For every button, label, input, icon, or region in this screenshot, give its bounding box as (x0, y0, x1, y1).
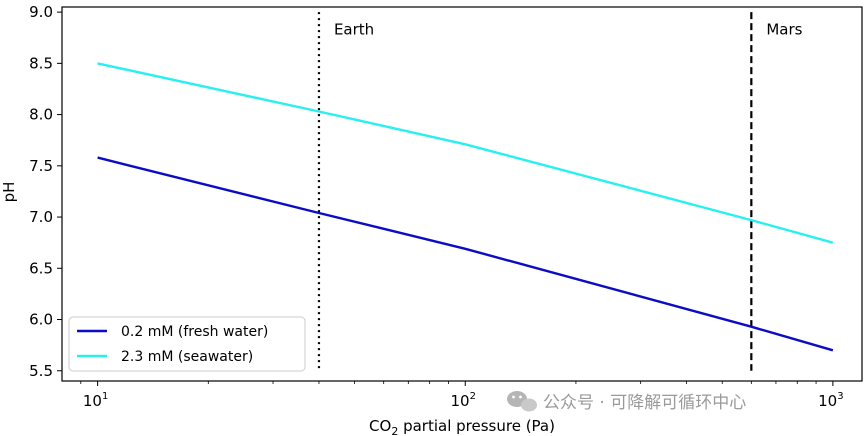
y-tick-label: 6.5 (29, 259, 53, 277)
y-tick-label: 9.0 (29, 3, 53, 21)
annotation-earth: Earth (334, 21, 374, 39)
y-tick-label: 7.0 (29, 208, 53, 226)
x-tick-label: 102 (451, 391, 476, 410)
x-axis: 101 102 103 (80, 381, 844, 410)
annotation-mars: Mars (766, 21, 802, 39)
y-tick-label: 8.5 (29, 54, 53, 72)
x-tick-label: 103 (818, 391, 843, 410)
legend-box (68, 316, 306, 372)
y-axis-label: pH (0, 182, 18, 203)
y-axis: 5.5 6.0 6.5 7.0 7.5 8.0 8.5 9.0 (29, 3, 62, 380)
x-axis-label: CO2 partial pressure (Pa) (369, 417, 555, 436)
y-tick-label: 7.5 (29, 157, 53, 175)
legend: 0.2 mM (fresh water) 2.3 mM (seawater) (68, 316, 306, 372)
legend-label: 2.3 mM (seawater) (121, 349, 253, 365)
watermark-text: 公众号 · 可降解可循环中心 (543, 393, 746, 413)
y-tick-label: 6.0 (29, 311, 53, 329)
legend-label: 0.2 mM (fresh water) (121, 324, 268, 340)
plot-area: Earth Mars (97, 12, 834, 371)
y-tick-label: 8.0 (29, 106, 53, 124)
y-tick-label: 5.5 (29, 362, 53, 380)
series-line-0 (97, 156, 834, 352)
x-tick-label: 101 (83, 391, 108, 410)
wechat-icon (507, 391, 537, 412)
series-line-1 (97, 62, 834, 244)
plot-frame (61, 6, 863, 382)
watermark: 公众号 · 可降解可循环中心 (507, 391, 746, 413)
